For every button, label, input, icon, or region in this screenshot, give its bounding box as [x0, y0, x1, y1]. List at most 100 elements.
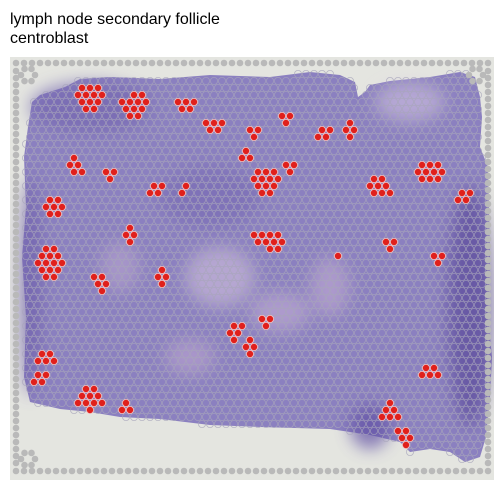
tissue-spot: [29, 321, 38, 330]
tissue-spot: [193, 188, 202, 197]
tissue-spot: [86, 237, 95, 246]
tissue-spot: [309, 154, 318, 163]
tissue-spot: [333, 377, 342, 386]
centroblast-spot: [42, 370, 51, 379]
tissue-spot: [365, 265, 374, 274]
tissue-spot: [193, 356, 202, 365]
tissue-spot: [457, 314, 466, 323]
tissue-spot: [349, 321, 358, 330]
tissue-spot: [325, 377, 334, 386]
tissue-spot: [118, 140, 127, 149]
tissue-spot: [393, 398, 402, 407]
tissue-spot: [58, 119, 67, 128]
tissue-spot: [177, 175, 186, 184]
tissue-spot: [98, 370, 107, 379]
tissue-spot: [193, 384, 202, 393]
fiducial-spot: [12, 179, 20, 187]
tissue-spot: [173, 321, 182, 330]
tissue-spot: [349, 279, 358, 288]
tissue-spot: [393, 161, 402, 170]
tissue-spot: [277, 419, 286, 428]
tissue-spot: [473, 216, 482, 225]
tissue-spot: [253, 140, 262, 149]
tissue-spot: [281, 300, 290, 309]
tissue-spot: [293, 69, 302, 78]
tissue-spot: [445, 237, 454, 246]
fiducial-spot: [284, 59, 292, 67]
tissue-spot: [122, 188, 131, 197]
tissue-spot: [62, 126, 71, 135]
tissue-spot: [114, 384, 123, 393]
tissue-spot: [321, 412, 330, 421]
tissue-spot: [257, 328, 266, 337]
tissue-spot: [461, 83, 470, 92]
tissue-spot: [169, 370, 178, 379]
tissue-spot: [62, 293, 71, 302]
tissue-spot: [441, 272, 450, 281]
tissue-spot: [293, 307, 302, 316]
tissue-spot: [229, 223, 238, 232]
tissue-spot: [37, 168, 46, 177]
tissue-spot: [102, 265, 111, 274]
tissue-spot: [381, 251, 390, 260]
tissue-spot: [213, 279, 222, 288]
tissue-spot: [285, 363, 294, 372]
tissue-spot: [377, 370, 386, 379]
tissue-spot: [157, 195, 166, 204]
tissue-spot: [157, 223, 166, 232]
tissue-spot: [465, 300, 474, 309]
tissue-spot: [54, 363, 63, 372]
tissue-spot: [477, 251, 486, 260]
tissue-spot: [62, 223, 71, 232]
tissue-spot: [309, 195, 318, 204]
tissue-spot: [269, 363, 278, 372]
centroblast-spot: [118, 405, 127, 414]
tissue-spot: [257, 356, 266, 365]
tissue-spot: [241, 216, 250, 225]
tissue-spot: [205, 223, 214, 232]
tissue-spot: [122, 272, 131, 281]
tissue-spot: [25, 370, 34, 379]
fiducial-spot: [12, 81, 20, 89]
tissue-spot: [237, 140, 246, 149]
tissue-spot: [337, 412, 346, 421]
tissue-spot: [321, 314, 330, 323]
fiducial-spot: [484, 74, 492, 82]
tissue-spot: [357, 279, 366, 288]
tissue-spot: [106, 356, 115, 365]
tissue-spot: [213, 182, 222, 191]
tissue-spot: [317, 251, 326, 260]
fiducial-spot: [44, 59, 52, 67]
tissue-spot: [261, 83, 270, 92]
tissue-spot: [277, 363, 286, 372]
fiducial-spot: [12, 214, 20, 222]
tissue-spot: [389, 391, 398, 400]
tissue-spot: [277, 98, 286, 107]
centroblast-spot: [253, 182, 262, 191]
fiducial-spot: [364, 467, 372, 475]
tissue-spot: [445, 251, 454, 260]
tissue-spot: [281, 175, 290, 184]
tissue-spot: [66, 244, 75, 253]
tissue-spot: [25, 133, 34, 142]
tissue-spot: [313, 119, 322, 128]
tissue-spot: [457, 440, 466, 449]
tissue-spot: [345, 202, 354, 211]
tissue-spot: [417, 426, 426, 435]
tissue-spot: [173, 154, 182, 163]
tissue-spot: [169, 272, 178, 281]
fiducial-spot: [484, 242, 492, 250]
tissue-spot: [130, 314, 139, 323]
tissue-spot: [357, 237, 366, 246]
tissue-spot: [397, 237, 406, 246]
tissue-spot: [433, 105, 442, 114]
fiducial-spot: [484, 116, 492, 124]
tissue-spot: [62, 195, 71, 204]
tissue-spot: [149, 154, 158, 163]
tissue-spot: [361, 105, 370, 114]
fiducial-spot: [452, 59, 460, 67]
tissue-spot: [165, 405, 174, 414]
tissue-spot: [74, 300, 83, 309]
fiducial-spot: [468, 59, 476, 67]
tissue-spot: [110, 265, 119, 274]
